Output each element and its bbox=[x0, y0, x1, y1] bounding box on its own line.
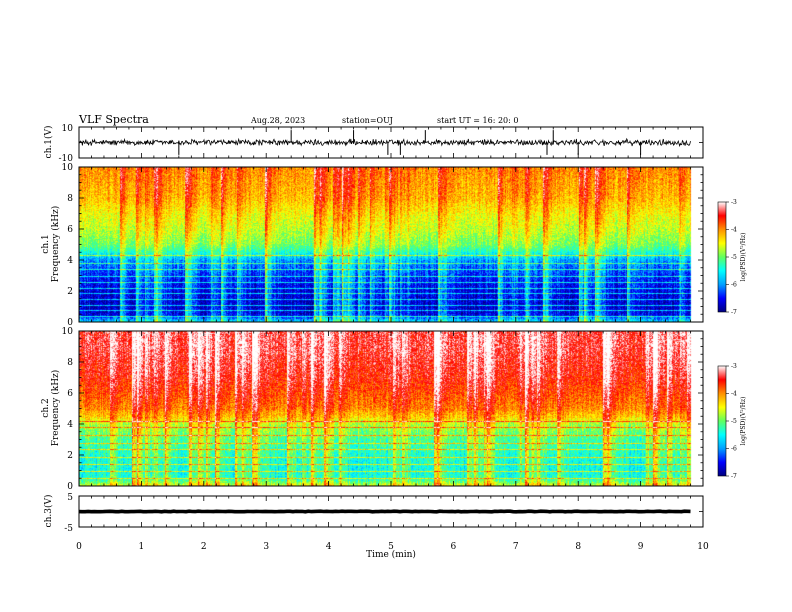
colorbar-tick-label: -3 bbox=[731, 363, 737, 370]
ch1-spectrogram-ticks bbox=[78, 166, 704, 323]
ch1-ytick-top: 10 bbox=[62, 124, 74, 134]
start-time-label: start UT = 16: 20: 0 bbox=[437, 116, 518, 125]
ch1-ytick-bottom: -10 bbox=[59, 154, 74, 164]
y-tick-label: 8 bbox=[67, 194, 73, 204]
colorbar-tick-label: -3 bbox=[731, 199, 737, 206]
time-axis-ticklabel: 2 bbox=[201, 542, 207, 552]
colorbar-label: log(PSD)(V²/Hz) bbox=[740, 397, 747, 446]
time-axis-ticklabel: 1 bbox=[139, 542, 145, 552]
time-axis-ticklabel: 4 bbox=[326, 542, 332, 552]
ch3-waveform-ticks bbox=[78, 495, 704, 528]
ch1-spectrogram-raster bbox=[79, 167, 703, 322]
ch2-spectrogram-ticks bbox=[78, 330, 704, 487]
ch1-spectrogram-ylabel-frequency: Frequency (kHz) bbox=[50, 206, 61, 283]
station-label: station=OUJ bbox=[342, 116, 393, 125]
colorbar-tick-label: -6 bbox=[731, 446, 737, 453]
y-tick-label: 8 bbox=[67, 358, 73, 368]
y-tick-label: 6 bbox=[67, 389, 73, 399]
y-tick-label: 2 bbox=[67, 287, 73, 297]
ch3-ytick-bottom: -5 bbox=[64, 524, 73, 534]
colorbar-tick-label: -4 bbox=[731, 227, 737, 234]
colorbar-scale bbox=[717, 201, 727, 313]
y-tick-label: 0 bbox=[67, 482, 73, 492]
time-axis-ticklabels: 0 1 2 3 4 5 6 7 8 9 10 bbox=[76, 542, 709, 552]
time-axis-ticklabel: 8 bbox=[575, 542, 581, 552]
date-label: Aug.28, 2023 bbox=[250, 116, 305, 125]
ch2-spectrogram-yticklabels: 0 2 4 6 8 10 bbox=[62, 327, 74, 492]
ch2-spectrogram-ylabel-channel: ch.2 bbox=[41, 398, 51, 417]
ch2-spectrogram-ylabel-frequency: Frequency (kHz) bbox=[50, 370, 61, 447]
ch1-waveform-panel: 10 -10 ch.1(V) bbox=[43, 124, 704, 164]
time-axis-ticklabel: 3 bbox=[263, 542, 269, 552]
time-axis-ticklabel: 5 bbox=[388, 542, 394, 552]
time-axis-ticklabel: 6 bbox=[451, 542, 457, 552]
ch1-spectrogram-yticklabels: 0 2 4 6 8 10 bbox=[62, 163, 74, 328]
colorbar-tick-label: -7 bbox=[731, 309, 737, 316]
ch2-colorbar: -3 -4 -5 -6 -7 log(PSD)(V²/Hz) bbox=[717, 363, 747, 480]
ch1-spectrogram-panel: 0 2 4 6 8 10 ch.1 Frequency (kHz) -3 -4 -5 -6 -7 l… bbox=[41, 163, 747, 328]
colorbar-scale bbox=[717, 365, 727, 477]
ch1-waveform-ticks bbox=[78, 126, 704, 159]
y-tick-label: 4 bbox=[67, 256, 73, 266]
time-axis-label: Time (min) bbox=[366, 549, 416, 560]
ch1-waveform-ylabel: ch.1(V) bbox=[43, 126, 54, 159]
y-tick-label: 2 bbox=[67, 451, 73, 461]
colorbar-label: log(PSD)(V²/Hz) bbox=[740, 233, 747, 282]
ch2-spectrogram-raster bbox=[79, 331, 703, 486]
colorbar-tick-label: -6 bbox=[731, 282, 737, 289]
y-tick-label: 10 bbox=[62, 327, 74, 337]
y-tick-label: 0 bbox=[67, 318, 73, 328]
y-tick-label: 10 bbox=[62, 163, 74, 173]
colorbar-tick-label: -7 bbox=[731, 473, 737, 480]
y-tick-label: 6 bbox=[67, 225, 73, 235]
ch2-spectrogram-panel: 0 2 4 6 8 10 ch.2 Frequency (kHz) -3 -4 -5 -6 -7 l… bbox=[41, 327, 747, 492]
colorbar-tick-label: -5 bbox=[731, 418, 737, 425]
figure-title: VLF Spectra bbox=[78, 113, 149, 126]
time-axis-ticklabel: 10 bbox=[697, 542, 709, 552]
time-axis-ticklabel: 9 bbox=[638, 542, 644, 552]
time-axis-ticklabel: 0 bbox=[76, 542, 82, 552]
ch1-spectrogram-ylabel-channel: ch.1 bbox=[41, 234, 51, 253]
ch3-waveform-panel: 5 -5 ch.3(V) bbox=[43, 493, 704, 534]
ch1-spike-group bbox=[178, 130, 642, 155]
time-axis-ticklabel: 7 bbox=[513, 542, 519, 552]
y-tick-label: 4 bbox=[67, 420, 73, 430]
colorbar-tick-label: -4 bbox=[731, 391, 737, 398]
ch3-ytick-top: 5 bbox=[67, 493, 73, 503]
ch3-waveform-ylabel: ch.3(V) bbox=[43, 495, 54, 528]
colorbar-tick-label: -5 bbox=[731, 254, 737, 261]
ch1-waveform-trace bbox=[78, 137, 691, 148]
ch3-waveform-trace bbox=[78, 509, 691, 514]
ch1-colorbar: -3 -4 -5 -6 -7 log(PSD)(V²/Hz) bbox=[717, 199, 747, 316]
